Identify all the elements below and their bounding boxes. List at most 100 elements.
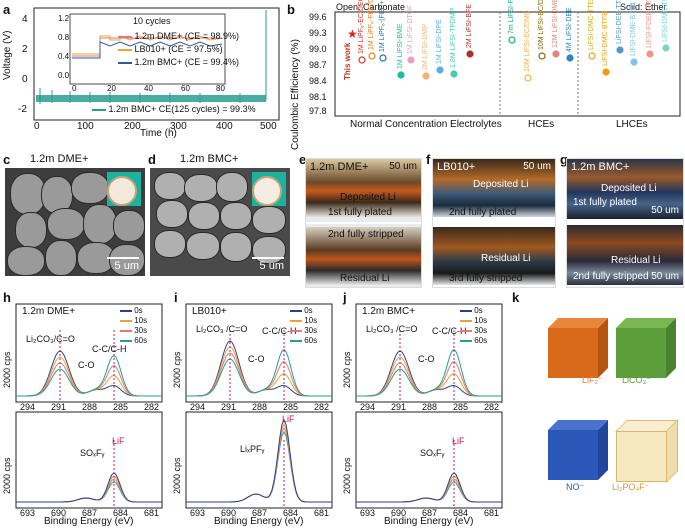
a-xtick-2: 200 [124,121,141,132]
xps-j-ann-cc: C-C/C-H [432,326,467,336]
b-top-right: Solid: Ether [620,2,667,12]
b-point-2 [379,54,387,62]
xps-h-c1s-tick-3: 285 [113,402,129,412]
xps-j-ann-lif: LiF [452,436,465,446]
b-group-1: HCEs [528,119,555,130]
a-ytick-0: 4 [22,14,28,25]
b-point-label-18: LiFSI-FDEE-TTE [646,0,653,48]
b-point-label-14: LiFSI-DMC-TTE [588,0,595,50]
panel-a-chart [33,7,280,121]
xps-i-f1s-0 [186,430,332,503]
xps-j-ann-top: Li₂CO₃ /C=O [366,324,418,334]
b-point-4 [407,56,415,64]
xps-h-ann-lif: LiF [112,436,125,446]
a-ytick-1: 2 [22,44,28,55]
b-point-13 [566,54,574,62]
b-point-7 [450,70,458,78]
panel-label-f: f [426,152,431,167]
xps-h-cps-bot: 2000 cps [2,457,12,494]
c-title: 1.2m DME+ [30,153,89,165]
a-inset-xtick-1: 20 [107,84,116,93]
b-point-3 [397,71,405,79]
xps-j-c1s-2 [356,360,502,397]
cube-label-0: LiF₂⁻ [582,375,603,385]
a-ytick-2: 0 [22,74,28,85]
b-point-label-17: LiFSI-DME-BTFE [630,1,637,56]
cube-lico3 [616,318,676,378]
xps-i-f1s-tick-0: 693 [190,508,206,518]
xps-i-title: LB010+ [192,306,227,317]
panel-label-a: a [3,2,11,17]
b-point-8 [466,50,474,58]
xps-j-f1s-tick-3: 684 [453,508,469,518]
a-inset-ytick-0: 1.2 [58,14,70,23]
b-point-19 [662,44,670,52]
xps-j-c1s-3 [356,348,502,397]
xps-j-xlabel: Binding Energy (eV) [384,516,474,527]
a-inset-xtick-2: 40 [144,84,153,93]
a-inset-title: 10 cycles [133,16,171,26]
xps-j-f1s-3 [356,472,502,503]
a-xtick-3: 300 [170,121,187,132]
xps-h-f1s-3 [16,472,162,503]
b-point-0 [358,56,366,64]
a-inset-xtick-3: 60 [181,84,190,93]
a-bottom-legend: 1.2m BMC+ CE(125 cycles) = 99.3% [92,104,256,114]
b-point-5 [422,72,430,80]
xps-i-legend-2: 30s [290,326,317,335]
a-xtick-4: 400 [216,121,233,132]
xps-j-f1s-tick-4: 681 [484,508,500,518]
b-point-14 [588,52,596,60]
b-ytick-3: 98.7 [309,60,327,70]
a-xtick-5: 500 [260,121,277,132]
b-point-10 [524,74,532,82]
xps-i-cps-top: 2000 cps [172,351,182,388]
panel-label-e: e [299,152,307,167]
xps-i-ann-top: Li₂CO₃ /C=O [196,324,248,334]
xps-j-f1s-tick-2: 687 [422,508,438,518]
xps-h-c1s-tick-1: 291 [51,402,67,412]
xps-j-legend-2: 30s [460,326,487,335]
xps-i-f1s-tick-3: 684 [283,508,299,518]
xps-j-cps-top: 2000 cps [342,351,352,388]
b-this-work-star: ★ [347,27,358,41]
xps-h-xlabel: Binding Energy (eV) [44,516,134,527]
xps-h-c1s-tick-2: 288 [82,402,98,412]
panel-label-c: c [3,152,11,167]
g-optical-image: 1.2m BMC+ Deposited Li 1st fully plated … [566,158,684,288]
xps-i-f1s-tick-2: 687 [252,508,268,518]
xps-j-c1s-tick-2: 288 [422,402,438,412]
xps-h-c1s-tick-4: 282 [144,402,160,412]
b-point-6 [436,66,444,74]
b-point-17 [630,58,638,66]
panel-label-b: b [287,2,295,17]
e-optical-image: 1.2m DME+ 50 um Deposited Li 1st fully p… [305,158,422,288]
panel-label-k: k [512,290,520,305]
xps-j-cps-bot: 2000 cps [342,457,352,494]
b-point-label-12: 12M LiFSI-DME [552,0,559,48]
xps-h-legend-2: 30s [120,326,147,335]
a-inset-ytick-2: 0.4 [58,52,70,61]
b-point-label-15: LiFSI-DMC-BTFE [602,11,609,66]
xps-h-title: 1.2m DME+ [22,306,76,317]
xps-j-c1s-tick-0: 294 [360,402,376,412]
xps-h-ann-top: Li₂CO₃/C=O [26,334,75,344]
xps-h-c1s-tick-0: 294 [20,402,36,412]
xps-charts [15,303,503,509]
xps-i-c1s-tick-3: 285 [283,402,299,412]
xps-j-f1s-tick-0: 693 [360,508,376,518]
xps-h-ann-cc: C-C/C-H [92,344,127,354]
xps-j-f1s-tick-1: 690 [391,508,407,518]
b-ytick-6: 97.8 [309,106,327,116]
xps-i-c1s-3 [186,348,332,397]
xps-i-f1s-3 [186,418,332,503]
xps-h-f1s-tick-1: 690 [51,508,67,518]
xps-h-ann-co: C-O [78,360,95,370]
xps-i-f1s-1 [186,426,332,503]
b-group-0: Normal Concentration Electrolytes [350,119,502,130]
panel-label-d: d [148,152,156,167]
panel-label-j: j [343,290,347,305]
b-point-label-11: 10M LiFSI-EC/DC [538,0,545,50]
xps-h-c1s-3 [16,354,162,397]
cube-label-3: Li₂PO₄F⁻ [612,482,650,492]
